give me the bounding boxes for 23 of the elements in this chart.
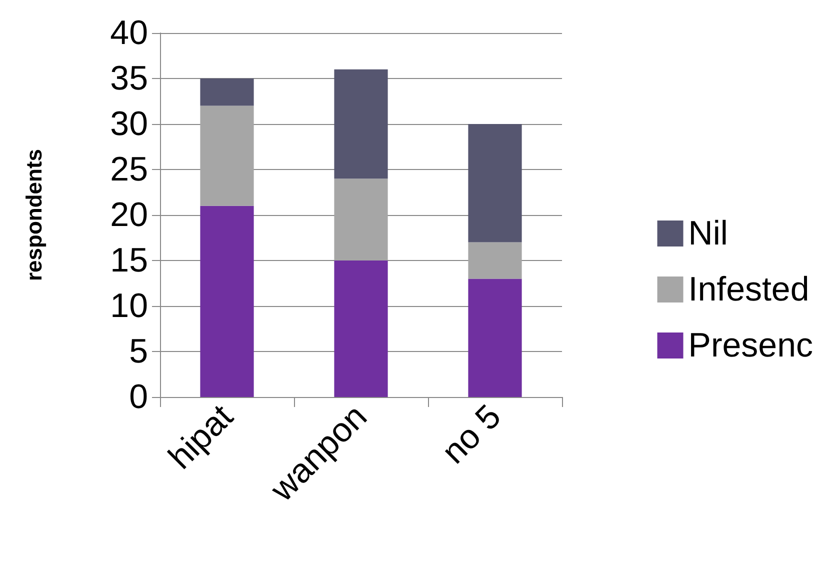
y-tick-label: 35 bbox=[110, 60, 148, 98]
y-tick-label: 10 bbox=[110, 287, 148, 325]
y-tick-label: 5 bbox=[129, 332, 148, 370]
legend-label: Nil bbox=[688, 214, 728, 252]
legend-label: Infested bbox=[688, 270, 810, 308]
bar bbox=[334, 178, 388, 260]
y-axis-title: respondents bbox=[22, 148, 46, 282]
y-tick-label: 25 bbox=[110, 150, 148, 188]
y-tick-label: 40 bbox=[110, 14, 148, 52]
y-tick-label: 20 bbox=[110, 196, 148, 234]
bar bbox=[200, 206, 254, 397]
bar bbox=[334, 260, 388, 397]
bar bbox=[334, 69, 388, 179]
bar bbox=[200, 106, 254, 206]
bar bbox=[468, 124, 522, 242]
legend-label: Presenc bbox=[688, 326, 814, 364]
y-tick-label: 15 bbox=[110, 242, 148, 280]
x-tick-label: no 5 bbox=[434, 398, 508, 472]
bar bbox=[468, 278, 522, 397]
y-tick-label: 0 bbox=[129, 378, 148, 416]
bar bbox=[468, 242, 522, 279]
y-tick-label: 30 bbox=[110, 105, 148, 143]
bar bbox=[200, 78, 254, 106]
